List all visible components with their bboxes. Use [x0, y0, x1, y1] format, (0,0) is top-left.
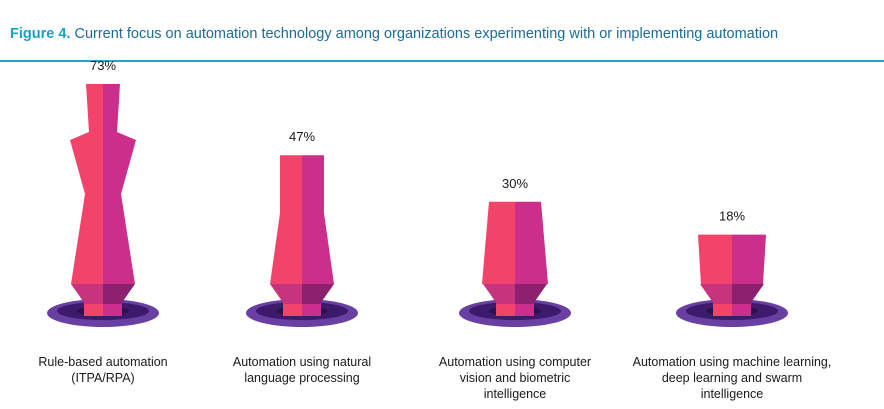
category-label-line: Automation using natural: [232, 355, 372, 369]
category-label: Automation using natural language process…: [192, 354, 412, 386]
category-label: Rule-based automation (ITPA/RPA): [0, 354, 213, 386]
category-label-line: vision and biometric: [459, 371, 571, 385]
value-label: 47%: [289, 129, 315, 144]
vase-body-left: [698, 234, 732, 284]
stem-right: [103, 303, 122, 316]
vase-body-right: [103, 84, 136, 284]
collar-right: [732, 284, 764, 304]
category-label-line: Automation using machine learning,: [632, 355, 832, 369]
figure-header: Figure 4. Current focus on automation te…: [0, 0, 884, 62]
category-label-line: language processing: [244, 371, 360, 385]
stem-right: [732, 303, 751, 316]
vase-bar-2: 47%: [246, 129, 358, 327]
figure-title-text: Current focus on automation technology a…: [74, 26, 779, 42]
vase-bar-3: 30%: [459, 176, 571, 327]
stem-left: [496, 303, 515, 316]
category-label-line: (ITPA/RPA): [71, 371, 135, 385]
stem-right: [515, 303, 534, 316]
vase-body-left: [270, 155, 302, 284]
value-label: 18%: [719, 209, 745, 224]
vase-body-left: [70, 84, 103, 284]
vase-body-right: [302, 155, 334, 284]
collar-left: [700, 284, 732, 304]
category-label: Automation using machine learning, deep l…: [622, 354, 842, 402]
collar-right: [103, 284, 135, 304]
vase-body-left: [482, 201, 515, 284]
stem-left: [283, 303, 302, 316]
collar-left: [270, 284, 302, 304]
collar-right: [515, 284, 547, 304]
category-label: Automation using computer vision and biom…: [405, 354, 625, 402]
collar-left: [483, 284, 515, 304]
vase-body-right: [515, 201, 548, 284]
value-label: 73%: [90, 58, 116, 73]
stem-left: [713, 303, 732, 316]
category-label-line: intelligence: [700, 387, 764, 401]
figure-number: Figure 4.: [10, 26, 71, 42]
vase-body-right: [732, 234, 766, 284]
category-label-line: deep learning and swarm: [661, 371, 803, 385]
figure-title: Figure 4. Current focus on automation te…: [10, 26, 778, 42]
vase-bar-1: 73%: [47, 58, 159, 327]
collar-right: [302, 284, 334, 304]
collar-left: [71, 284, 103, 304]
stem-right: [302, 303, 321, 316]
stem-left: [84, 303, 103, 316]
category-label-line: Automation using computer: [438, 355, 592, 369]
value-label: 30%: [502, 176, 528, 191]
category-label-line: intelligence: [483, 387, 547, 401]
category-label-line: Rule-based automation: [38, 355, 168, 369]
vase-bar-4: 18%: [676, 209, 788, 327]
